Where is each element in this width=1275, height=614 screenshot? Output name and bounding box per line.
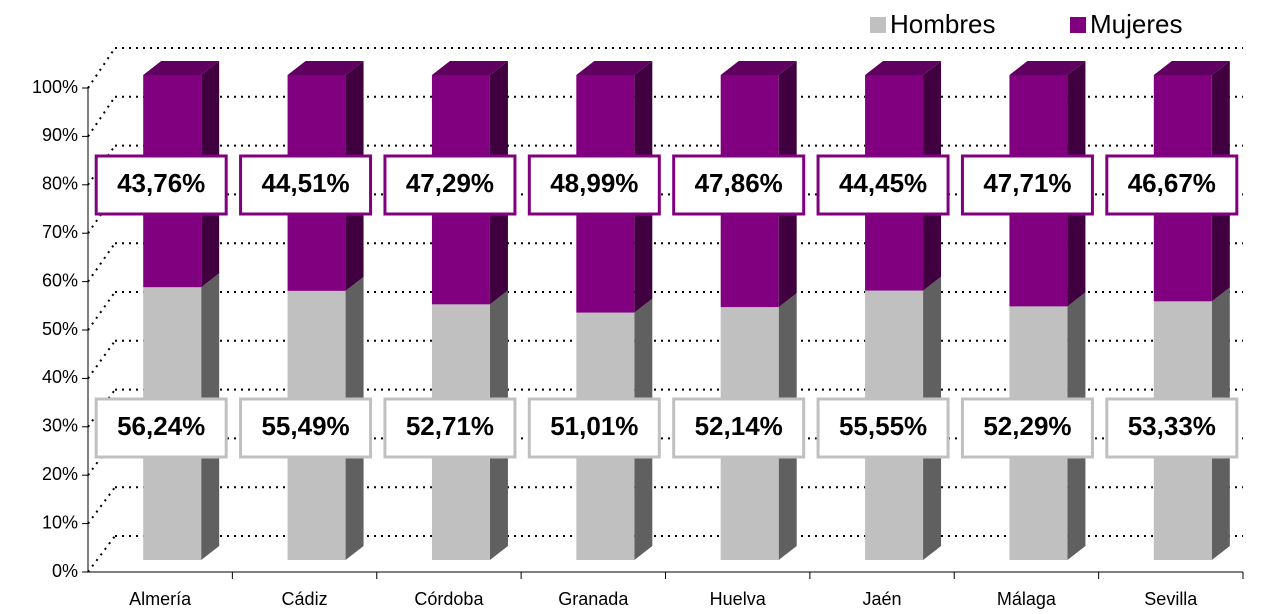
grid-line-diag [87,145,116,186]
y-tick-label: 10% [42,512,78,532]
label-box [527,154,661,216]
bar-top [576,61,653,75]
grid-line-diag [87,340,116,379]
data-label: 55,49% [261,411,349,441]
grid-line-diag [87,242,116,283]
bar-top [865,61,942,75]
bar-top [431,61,508,75]
y-tick-label: 30% [42,416,78,436]
legend-swatch [1070,17,1086,33]
x-tick-label: Granada [558,589,629,609]
data-label: 44,51% [261,168,349,198]
data-label: 48,99% [550,168,638,198]
grid-line-diag [87,486,116,525]
label-box [383,154,517,216]
y-tick-label: 20% [42,464,78,484]
x-tick-label: Sevilla [1144,589,1198,609]
label-box [239,154,373,216]
x-tick-label: Cádiz [282,589,328,609]
label-box [1105,397,1239,459]
x-tick-label: Málaga [997,589,1057,609]
y-tick-label: 90% [42,125,78,145]
y-tick-label: 40% [42,367,78,387]
y-tick-label: 70% [42,222,78,242]
x-tick-label: Córdoba [414,589,484,609]
grid-line-diag [87,47,116,89]
y-tick-label: 0% [52,561,78,581]
legend-swatch [870,17,886,33]
bar-top [287,61,364,75]
data-label: 47,86% [695,168,783,198]
label-box [960,154,1094,216]
data-label: 47,29% [406,168,494,198]
grid-line-diag [87,535,116,573]
bar-top [143,61,220,75]
bar-top [720,61,797,75]
y-tick-label: 60% [42,270,78,290]
grid-line-diag [87,193,116,234]
data-label: 55,55% [839,411,927,441]
y-tick-label: 80% [42,174,78,194]
label-box [816,154,950,216]
label-box [1105,154,1239,216]
x-tick-label: Huelva [710,589,767,609]
data-label: 52,71% [406,411,494,441]
x-tick-label: Almería [129,589,192,609]
data-label: 43,76% [117,168,205,198]
label-box [94,154,228,216]
data-label: 52,14% [695,411,783,441]
label-box [672,154,806,216]
label-box [816,397,950,459]
data-label: 53,33% [1128,411,1216,441]
legend-label: Mujeres [1090,9,1182,39]
label-box [239,397,373,459]
label-box [527,397,661,459]
label-box [672,397,806,459]
x-tick-label: Jaén [863,589,902,609]
bar-top [1009,61,1086,75]
data-label: 46,67% [1128,168,1216,198]
y-tick-label: 50% [42,319,78,339]
data-label: 47,71% [983,168,1071,198]
data-label: 52,29% [983,411,1071,441]
grid-line-diag [87,291,116,331]
data-label: 44,45% [839,168,927,198]
data-label: 56,24% [117,411,205,441]
data-label: 51,01% [550,411,638,441]
label-box [960,397,1094,459]
label-box [383,397,517,459]
label-box [94,397,228,459]
bar-top [1153,61,1230,75]
y-tick-label: 100% [32,77,78,97]
grid-line-diag [87,96,116,137]
legend-label: Hombres [890,9,995,39]
